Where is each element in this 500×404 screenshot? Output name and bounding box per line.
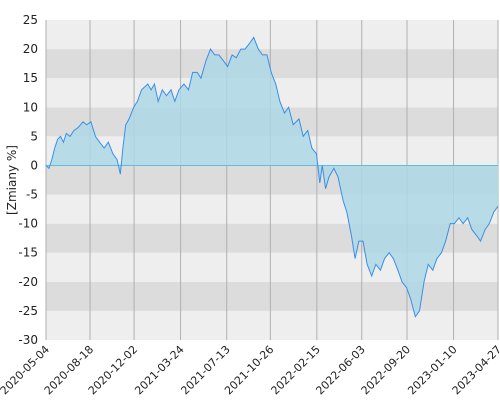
band (46, 281, 498, 311)
y-tick-label: 0 (30, 158, 38, 172)
line (45, 36, 499, 318)
y-tick-label: 10 (23, 100, 38, 114)
y-axis-label: [Zmiany %] (5, 145, 19, 215)
y-tick-label: -10 (18, 217, 38, 231)
y-tick-label: -25 (18, 304, 38, 318)
band (46, 20, 498, 50)
y-tick-label: -15 (18, 246, 38, 260)
y-tick-label: -20 (18, 275, 38, 289)
y-tick-label: 25 (23, 13, 38, 27)
area (46, 37, 498, 317)
y-tick-label: 20 (23, 42, 38, 56)
y-tick-label: -5 (26, 188, 38, 202)
y-tick-label: 5 (30, 129, 38, 143)
band (46, 310, 498, 340)
y-tick-label: 15 (23, 71, 38, 85)
y-tick-label: -30 (18, 333, 38, 347)
